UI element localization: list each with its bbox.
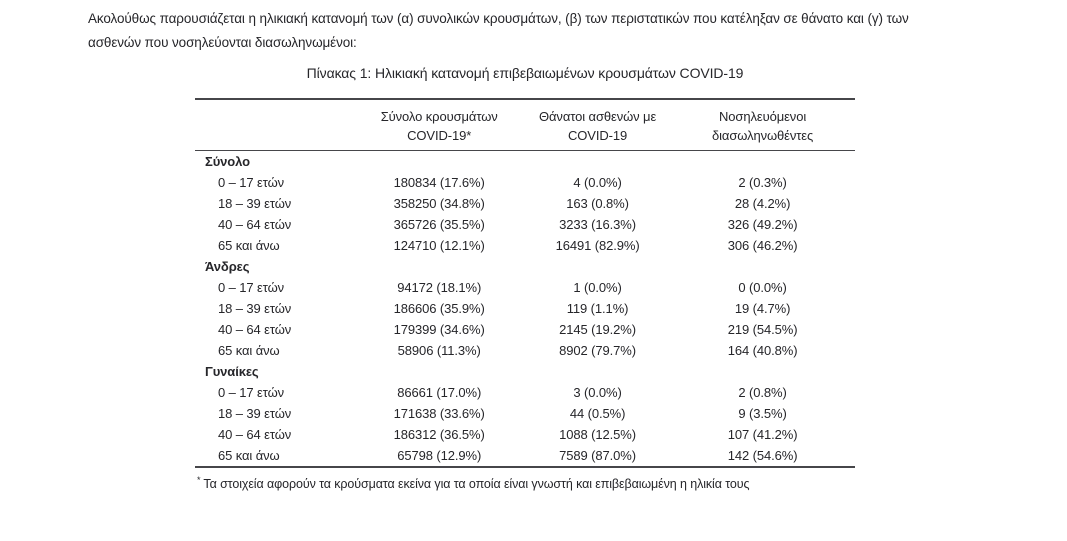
cases-cell: 179399 (34.6%): [393, 322, 485, 337]
cases-cell: 58906 (11.3%): [397, 343, 481, 358]
header-total-cases-line2: COVID-19*: [407, 128, 472, 143]
table-row: 40 – 64 ετών 179399 (34.6%) 2145 (19.2%)…: [195, 319, 855, 340]
deaths-cell: 1088 (12.5%): [559, 427, 636, 442]
deaths-cell: 3 (0.0%): [573, 385, 622, 400]
header-intubated: Νοσηλευόμενοι διασωληνωθέντες: [670, 99, 855, 151]
section-header-row: Σύνολο: [195, 151, 855, 173]
intubated-cell: 2 (0.8%): [738, 385, 787, 400]
header-empty-cell: [195, 99, 354, 151]
cases-cell: 86661 (17.0%): [397, 385, 482, 400]
section-header-total: Σύνολο: [205, 154, 250, 169]
table-row: 65 και άνω 58906 (11.3%) 8902 (79.7%) 16…: [195, 340, 855, 361]
age-label: 18 – 39 ετών: [218, 196, 292, 211]
section-header-women: Γυναίκες: [205, 364, 259, 379]
section-header-men: Άνδρες: [205, 259, 250, 274]
intubated-cell: 2 (0.3%): [738, 175, 787, 190]
intubated-cell: 0 (0.0%): [738, 280, 787, 295]
age-label: 40 – 64 ετών: [218, 322, 292, 337]
header-total-cases: Σύνολο κρουσμάτων COVID-19*: [353, 99, 525, 151]
table-row: 40 – 64 ετών 365726 (35.5%) 3233 (16.3%)…: [195, 214, 855, 235]
intubated-cell: 107 (41.2%): [727, 427, 798, 442]
header-row: Σύνολο κρουσμάτων COVID-19* Θάνατοι ασθε…: [195, 99, 855, 151]
deaths-cell: 119 (1.1%): [566, 301, 629, 316]
deaths-cell: 8902 (79.7%): [559, 343, 636, 358]
table-title: Πίνακας 1: Ηλικιακή κατανομή επιβεβαιωμέ…: [306, 65, 744, 81]
intro-line-1: Ακολούθως παρουσιάζεται η ηλικιακή καταν…: [88, 11, 909, 26]
section-header-row: Γυναίκες: [195, 361, 855, 382]
cases-cell: 180834 (17.6%): [393, 175, 485, 190]
age-label: 0 – 17 ετών: [218, 280, 285, 295]
age-label: 65 και άνω: [218, 343, 280, 358]
header-intubated-line1: Νοσηλευόμενοι: [719, 109, 807, 124]
header-intubated-line2: διασωληνωθέντες: [712, 128, 814, 143]
deaths-cell: 2145 (19.2%): [559, 322, 636, 337]
deaths-cell: 163 (0.8%): [566, 196, 629, 211]
intubated-cell: 9 (3.5%): [738, 406, 787, 421]
cases-cell: 365726 (35.5%): [393, 217, 485, 232]
deaths-cell: 16491 (82.9%): [555, 238, 640, 253]
intubated-cell: 28 (4.2%): [734, 196, 791, 211]
table-row: 0 – 17 ετών 94172 (18.1%) 1 (0.0%) 0 (0.…: [195, 277, 855, 298]
intubated-cell: 164 (40.8%): [727, 343, 798, 358]
cases-cell: 94172 (18.1%): [397, 280, 482, 295]
section-header-row: Άνδρες: [195, 256, 855, 277]
table-row: 65 και άνω 65798 (12.9%) 7589 (87.0%) 14…: [195, 445, 855, 467]
age-label: 65 και άνω: [218, 448, 280, 463]
cases-cell: 358250 (34.8%): [393, 196, 485, 211]
footnote-text: Τα στοιχεία αφορούν τα κρούσματα εκείνα …: [203, 477, 750, 492]
intubated-cell: 142 (54.6%): [727, 448, 798, 463]
table-body: Σύνολο 0 – 17 ετών 180834 (17.6%) 4 (0.0…: [195, 151, 855, 468]
cases-cell: 186606 (35.9%): [393, 301, 485, 316]
deaths-cell: 4 (0.0%): [573, 175, 622, 190]
intubated-cell: 326 (49.2%): [727, 217, 798, 232]
intubated-cell: 306 (46.2%): [727, 238, 798, 253]
deaths-cell: 7589 (87.0%): [559, 448, 636, 463]
table-row: 18 – 39 ετών 186606 (35.9%) 119 (1.1%) 1…: [195, 298, 855, 319]
table-row: 18 – 39 ετών 358250 (34.8%) 163 (0.8%) 2…: [195, 193, 855, 214]
age-label: 0 – 17 ετών: [218, 175, 285, 190]
intubated-cell: 19 (4.7%): [734, 301, 791, 316]
age-label: 0 – 17 ετών: [218, 385, 285, 400]
cases-cell: 171638 (33.6%): [393, 406, 485, 421]
cases-cell: 65798 (12.9%): [397, 448, 482, 463]
deaths-cell: 3233 (16.3%): [559, 217, 636, 232]
header-deaths: Θάνατοι ασθενών με COVID-19: [524, 99, 671, 151]
table-footnote: * Τα στοιχεία αφορούν τα κρούσματα εκείνα…: [195, 472, 855, 493]
header-total-cases-line1: Σύνολο κρουσμάτων: [380, 109, 498, 124]
deaths-cell: 1 (0.0%): [573, 280, 622, 295]
table-header: Σύνολο κρουσμάτων COVID-19* Θάνατοι ασθε…: [195, 99, 855, 151]
cases-cell: 124710 (12.1%): [393, 238, 485, 253]
intro-paragraph: Ακολούθως παρουσιάζεται η ηλικιακή καταν…: [88, 7, 909, 55]
table-row: 0 – 17 ετών 86661 (17.0%) 3 (0.0%) 2 (0.…: [195, 382, 855, 403]
age-label: 18 – 39 ετών: [218, 406, 292, 421]
age-label: 40 – 64 ετών: [218, 217, 292, 232]
table-block: Πίνακας 1: Ηλικιακή κατανομή επιβεβαιωμέ…: [195, 63, 855, 493]
intubated-cell: 219 (54.5%): [727, 322, 798, 337]
cases-cell: 186312 (36.5%): [393, 427, 485, 442]
header-deaths-line1: Θάνατοι ασθενών με: [539, 109, 657, 124]
table-row: 0 – 17 ετών 180834 (17.6%) 4 (0.0%) 2 (0…: [195, 172, 855, 193]
age-label: 40 – 64 ετών: [218, 427, 292, 442]
header-deaths-line2: COVID-19: [567, 128, 628, 143]
footnote-asterisk: *: [197, 475, 201, 485]
intro-line-2: ασθενών που νοσηλεύονται διασωληνωμένοι:: [88, 35, 357, 50]
age-distribution-table: Σύνολο κρουσμάτων COVID-19* Θάνατοι ασθε…: [195, 98, 855, 468]
table-row: 65 και άνω 124710 (12.1%) 16491 (82.9%) …: [195, 235, 855, 256]
table-row: 40 – 64 ετών 186312 (36.5%) 1088 (12.5%)…: [195, 424, 855, 445]
table-row: 18 – 39 ετών 171638 (33.6%) 44 (0.5%) 9 …: [195, 403, 855, 424]
age-label: 65 και άνω: [218, 238, 280, 253]
deaths-cell: 44 (0.5%): [569, 406, 626, 421]
age-label: 18 – 39 ετών: [218, 301, 292, 316]
